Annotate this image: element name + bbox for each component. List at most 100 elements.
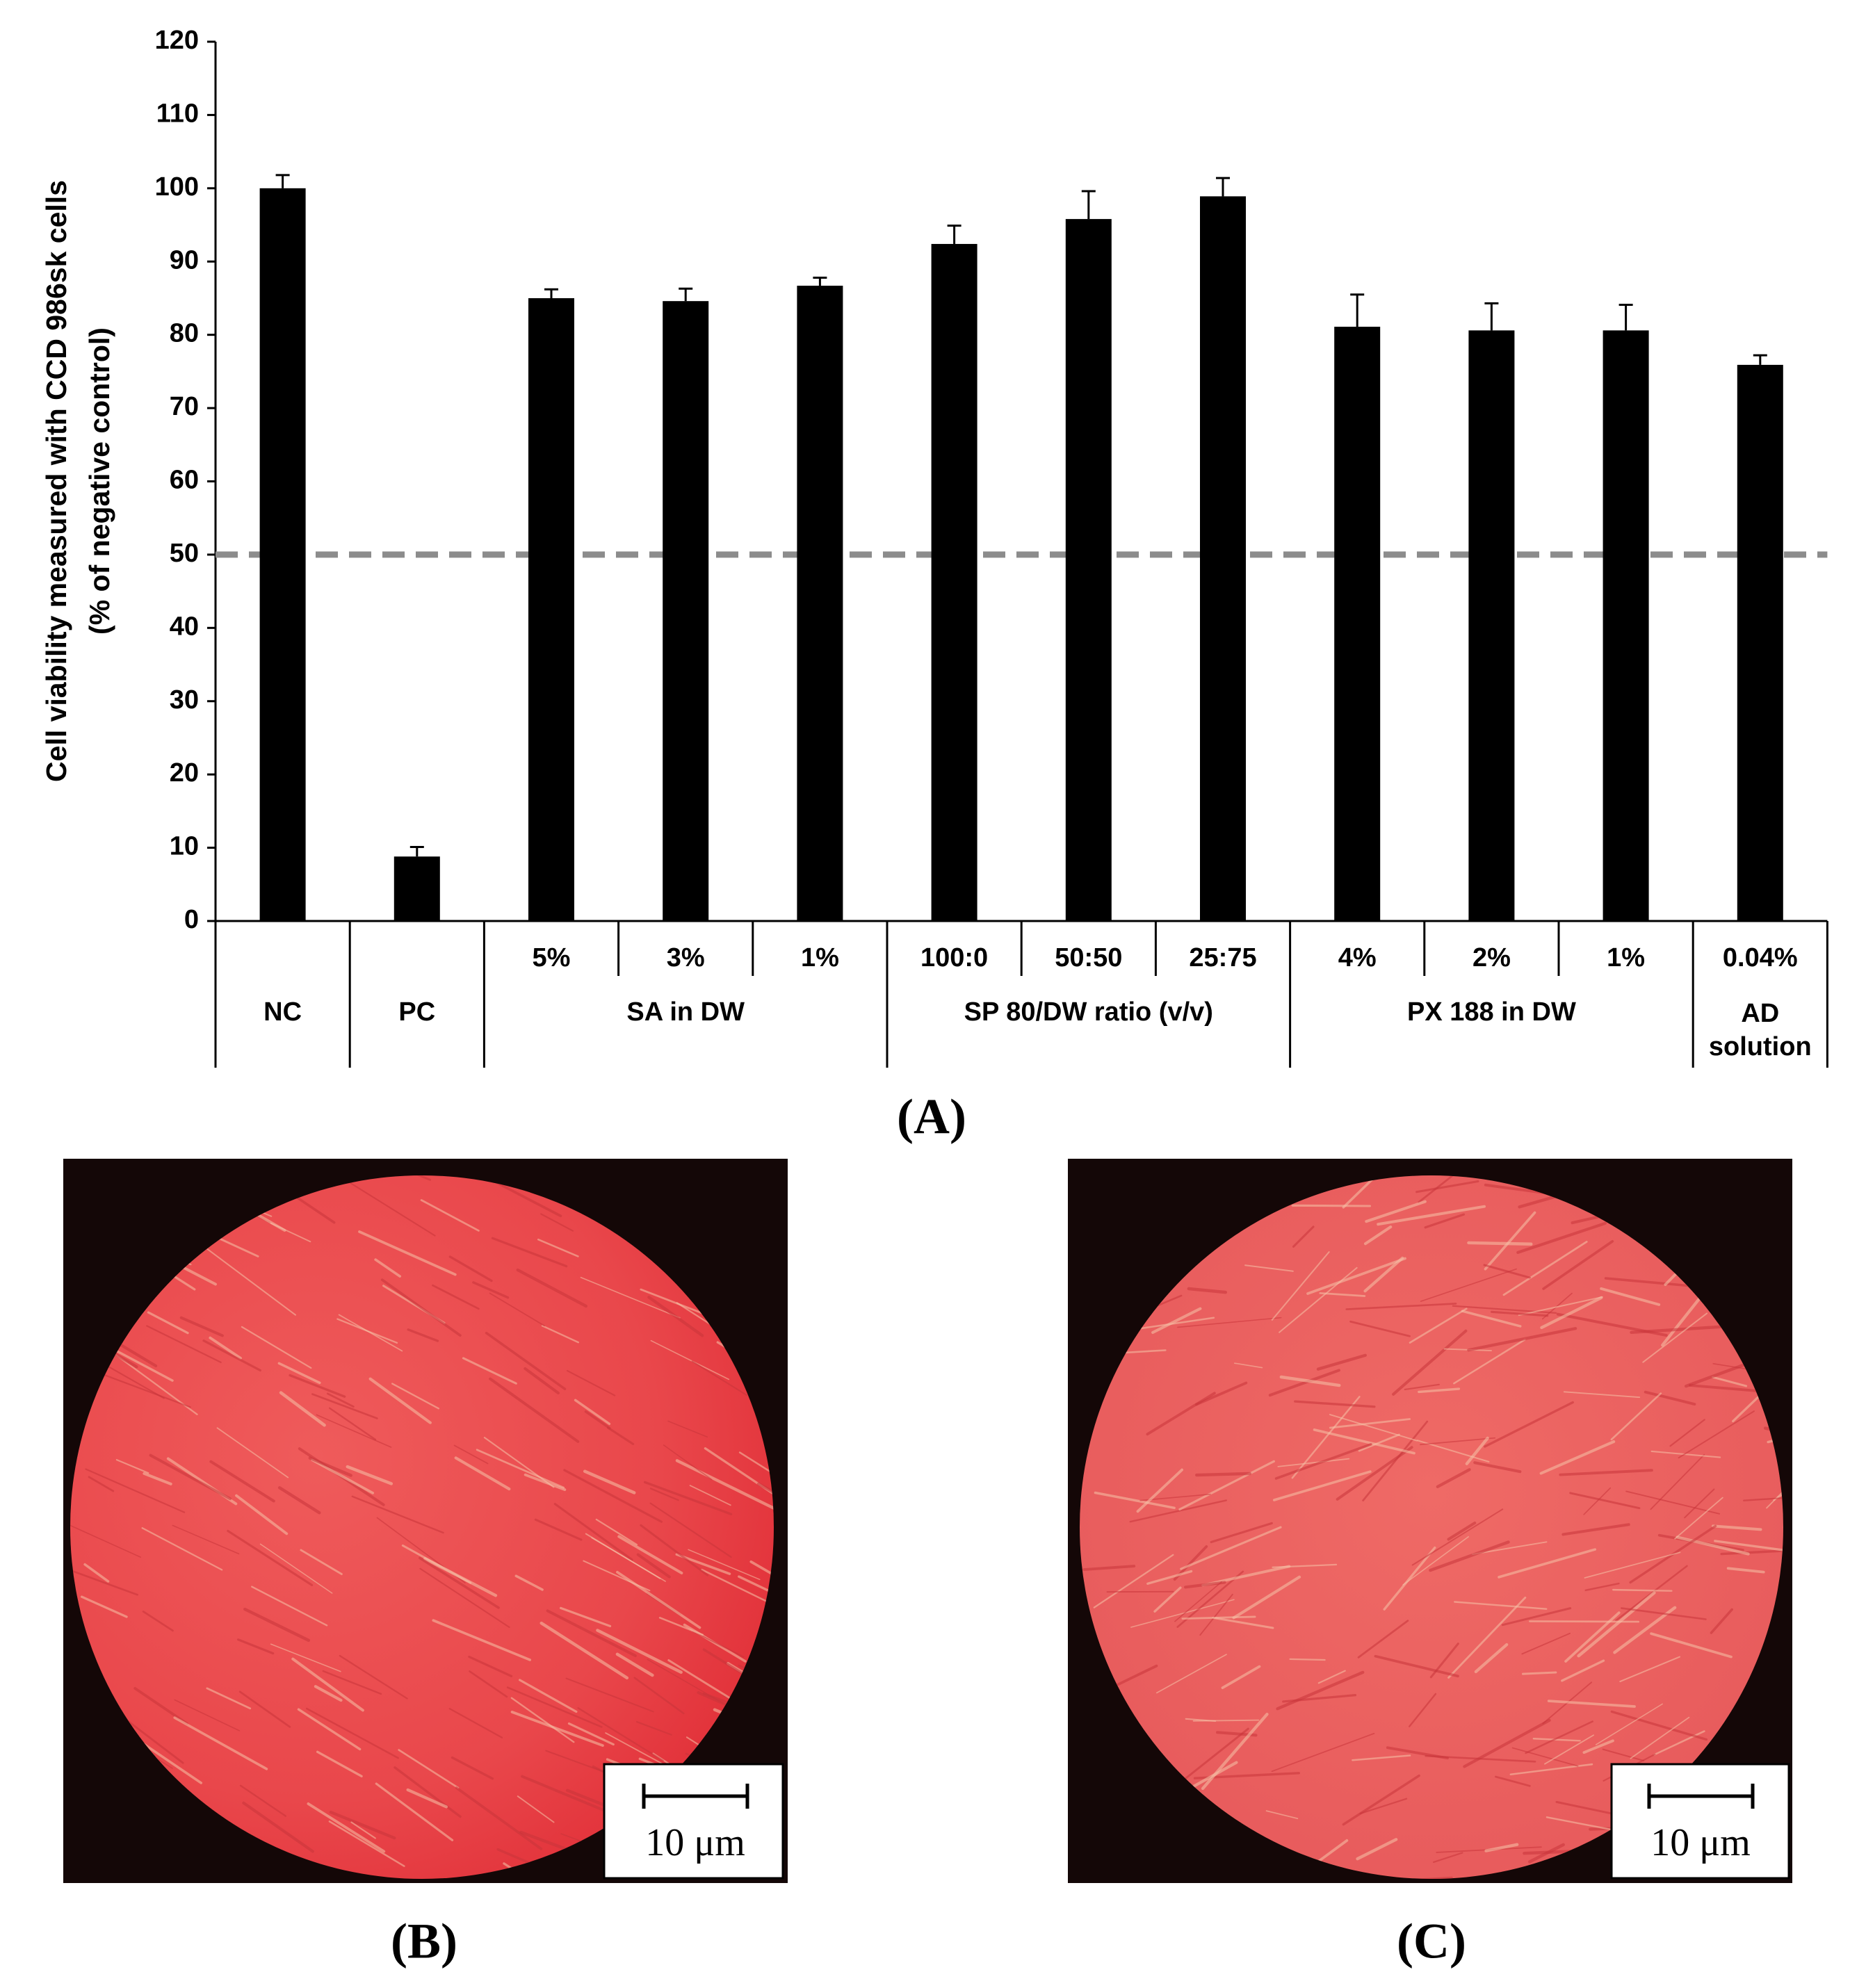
cell bbox=[489, 1292, 545, 1327]
cell bbox=[585, 1533, 661, 1579]
cell bbox=[1082, 1565, 1136, 1571]
y-tick-label: 100 bbox=[155, 172, 199, 202]
group-label: NC bbox=[263, 997, 302, 1027]
cell bbox=[173, 1716, 268, 1770]
cell bbox=[70, 1520, 142, 1558]
cell bbox=[85, 1468, 186, 1513]
cell bbox=[689, 1485, 731, 1506]
cell bbox=[749, 1560, 774, 1610]
cell bbox=[419, 1556, 500, 1609]
cell bbox=[209, 1336, 242, 1360]
cell bbox=[70, 1570, 138, 1596]
cell bbox=[1610, 1392, 1662, 1441]
cell bbox=[1785, 1802, 1866, 1832]
cell bbox=[338, 1314, 403, 1352]
cell bbox=[455, 1786, 543, 1850]
cell bbox=[1192, 1719, 1260, 1722]
y-tick-label: 110 bbox=[156, 99, 199, 128]
cell bbox=[316, 1750, 363, 1778]
cell bbox=[1357, 1620, 1409, 1659]
cell bbox=[1359, 1798, 1408, 1815]
bar bbox=[394, 856, 440, 921]
cell bbox=[1625, 1490, 1721, 1515]
cell bbox=[1539, 1440, 1616, 1475]
cell bbox=[485, 1331, 567, 1390]
cell bbox=[1276, 1670, 1365, 1711]
y-tick-label: 10 bbox=[170, 832, 199, 861]
bar bbox=[1065, 219, 1112, 921]
cell bbox=[472, 1281, 510, 1299]
cell bbox=[1415, 1180, 1479, 1193]
cell bbox=[1720, 1549, 1783, 1556]
x-tick-label: 0.04% bbox=[1723, 943, 1798, 972]
cell bbox=[80, 1595, 128, 1618]
y-tick-label: 80 bbox=[170, 319, 199, 348]
cell bbox=[1392, 1329, 1468, 1396]
cell bbox=[202, 1339, 261, 1372]
cell bbox=[476, 1449, 565, 1489]
cell bbox=[1544, 1734, 1594, 1765]
cell bbox=[1271, 1733, 1375, 1773]
cell bbox=[147, 1311, 189, 1335]
cell bbox=[1110, 1664, 1158, 1690]
cell bbox=[368, 1377, 432, 1424]
cell bbox=[1342, 1774, 1420, 1826]
cell bbox=[667, 1659, 739, 1704]
cell bbox=[358, 1230, 457, 1276]
cell bbox=[259, 1543, 333, 1594]
cell bbox=[1452, 1305, 1557, 1314]
cell bbox=[146, 1325, 222, 1364]
cell bbox=[541, 1325, 579, 1344]
cell bbox=[322, 1670, 382, 1695]
cell bbox=[391, 1383, 440, 1410]
cell bbox=[462, 1357, 517, 1385]
cell bbox=[1540, 1296, 1603, 1330]
cell bbox=[1541, 1292, 1573, 1320]
cell bbox=[1644, 1390, 1696, 1406]
group-label: SP 80/DW ratio (v/v) bbox=[964, 997, 1213, 1027]
cell bbox=[565, 1677, 654, 1713]
cell bbox=[1133, 1317, 1215, 1330]
cell bbox=[1289, 1658, 1326, 1661]
cell bbox=[297, 1708, 362, 1751]
x-tick-label: 5% bbox=[533, 943, 571, 972]
cell bbox=[277, 1486, 321, 1515]
bar bbox=[1737, 364, 1783, 921]
cell bbox=[350, 1821, 376, 1839]
cell bbox=[277, 1362, 321, 1385]
cell bbox=[270, 1643, 341, 1672]
cell bbox=[691, 1360, 747, 1396]
cell bbox=[1201, 1713, 1269, 1791]
cell bbox=[316, 1414, 392, 1448]
cell bbox=[1653, 1730, 1705, 1756]
cell bbox=[1511, 1747, 1579, 1767]
cell bbox=[1155, 1654, 1227, 1694]
cell bbox=[314, 1685, 343, 1702]
cell bbox=[241, 1326, 312, 1369]
cell bbox=[1383, 1546, 1436, 1611]
x-tick-label: 3% bbox=[667, 943, 705, 972]
y-tick-label: 20 bbox=[170, 758, 199, 788]
cell bbox=[374, 1258, 402, 1278]
y-tick-label: 40 bbox=[170, 612, 199, 641]
cell bbox=[1491, 1310, 1549, 1317]
x-tick-label: 2% bbox=[1472, 943, 1511, 972]
scale-box bbox=[1610, 1763, 1790, 1880]
cell bbox=[1563, 1391, 1641, 1399]
cell bbox=[1542, 1239, 1614, 1290]
y-axis-label: (% of negative control) bbox=[83, 327, 115, 635]
cell bbox=[647, 1296, 704, 1337]
cell bbox=[1221, 1665, 1261, 1690]
cell bbox=[514, 1574, 544, 1591]
cell bbox=[1447, 1596, 1527, 1679]
cell bbox=[1317, 1670, 1346, 1684]
y-tick-label: 60 bbox=[170, 466, 199, 495]
cell bbox=[1146, 1392, 1216, 1436]
cell bbox=[1279, 1266, 1358, 1333]
cell bbox=[1409, 1693, 1437, 1727]
group-label: SA in DW bbox=[626, 997, 745, 1027]
dish-field bbox=[70, 1175, 774, 1879]
cell bbox=[243, 1607, 311, 1643]
cell bbox=[692, 1630, 745, 1658]
